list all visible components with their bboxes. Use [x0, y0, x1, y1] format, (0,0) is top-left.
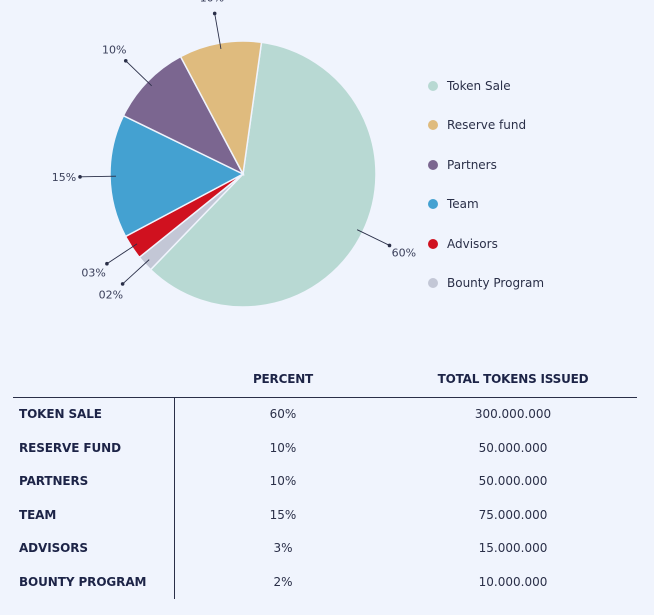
table-header: PERCENT TOTAL TOKENS ISSUED	[13, 360, 637, 398]
legend-label: Reserve fund	[447, 118, 527, 133]
table-row: BOUNTY PROGRAM 2% 10.000.000	[13, 566, 637, 600]
leader-dot	[105, 261, 109, 266]
legend-swatch	[428, 278, 438, 289]
pie-chart: 60% 02% 03% 15% 10% 10%	[52, 0, 416, 308]
row-total: 50.000.000	[478, 474, 548, 488]
legend-label: Bounty Program	[447, 276, 545, 291]
row-percent: 10%	[269, 440, 297, 455]
legend-swatch	[428, 199, 438, 210]
table-row: ADVISORS 3% 15.000.000	[13, 532, 637, 566]
slice-label-advisors: 03%	[81, 267, 105, 280]
leader-line	[122, 259, 150, 285]
legend-label: Token Sale	[447, 78, 511, 93]
row-percent: 60%	[269, 407, 297, 421]
row-name: TEAM	[19, 507, 57, 522]
row-total: 75.000.000	[478, 507, 548, 522]
leader-dot	[120, 282, 125, 286]
table-body: TOKEN SALE 60% 300.000.000 RESERVE FUND …	[13, 398, 637, 599]
slice-label-bounty-program: 02%	[99, 289, 123, 302]
row-percent: 2%	[273, 574, 293, 589]
legend-item-partners: Partners	[428, 145, 544, 185]
pie-chart-section: 60% 02% 03% 15% 10% 10% Token Sale Reserve fu…	[52, 0, 544, 308]
row-name: BOUNTY PROGRAM	[19, 574, 147, 589]
table-row: PARTNERS 10% 50.000.000	[13, 465, 637, 499]
row-name: ADVISORS	[19, 541, 88, 555]
legend-swatch	[428, 120, 438, 131]
row-percent: 15%	[269, 507, 297, 522]
row-percent: 3%	[273, 541, 293, 555]
row-total: 300.000.000	[474, 407, 552, 421]
leader-line	[214, 13, 222, 50]
leader-dot	[123, 58, 128, 63]
leader-line	[125, 60, 152, 87]
column-divider	[174, 398, 176, 599]
leader-line	[106, 243, 138, 265]
slice-label-partners: 10%	[102, 44, 126, 57]
legend-label: Advisors	[447, 236, 498, 251]
row-total: 15.000.000	[478, 541, 548, 555]
legend-label: Partners	[447, 157, 497, 172]
legend-swatch	[428, 238, 438, 249]
header-total-tokens: TOTAL TOKENS ISSUED	[437, 372, 589, 386]
row-total: 10.000.000	[478, 574, 548, 589]
legend-item-advisors: Advisors	[428, 224, 544, 264]
legend-item-reserve-fund: Reserve fund	[428, 106, 544, 146]
token-distribution-table: PERCENT TOTAL TOKENS ISSUED TOKEN SALE 6…	[13, 360, 637, 599]
legend-item-team: Team	[428, 185, 544, 225]
legend-swatch	[428, 80, 438, 91]
leader-dot	[78, 175, 82, 179]
header-percent: PERCENT	[252, 372, 314, 386]
leader-line	[356, 229, 390, 246]
leader-dot	[387, 243, 392, 248]
table-row: TEAM 15% 75.000.000	[13, 499, 637, 533]
row-name: TOKEN SALE	[19, 407, 102, 421]
table-row: TOKEN SALE 60% 300.000.000	[13, 398, 637, 432]
leader-dot	[212, 11, 217, 16]
legend-label: Team	[447, 197, 479, 212]
row-percent: 10%	[269, 474, 297, 488]
row-name: RESERVE FUND	[19, 440, 121, 455]
row-total: 50.000.000	[478, 440, 548, 455]
slice-label-token-sale: 60%	[392, 246, 416, 259]
legend-item-bounty-program: Bounty Program	[428, 264, 544, 304]
table-row: RESERVE FUND 10% 50.000.000	[13, 432, 637, 466]
slice-label-team: 15%	[52, 171, 76, 184]
legend-swatch	[428, 159, 438, 170]
leader-line	[80, 175, 117, 178]
slice-label-reserve-fund: 10%	[200, 0, 224, 5]
row-name: PARTNERS	[19, 474, 89, 488]
legend-item-token-sale: Token Sale	[428, 66, 544, 106]
chart-legend: Token Sale Reserve fund Partners Team Ad…	[428, 66, 544, 303]
